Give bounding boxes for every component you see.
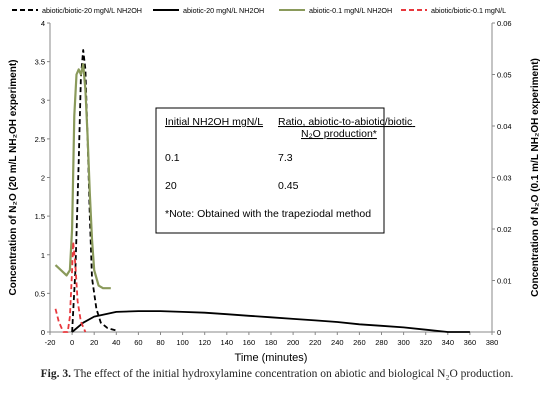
y-left-tick-label: 2 bbox=[41, 174, 45, 183]
series-layer bbox=[54, 49, 470, 333]
series-line bbox=[54, 63, 111, 290]
y-left-tick-label: 2.5 bbox=[35, 135, 45, 144]
x-tick-label: 180 bbox=[265, 338, 278, 347]
x-tick-label: 260 bbox=[353, 338, 366, 347]
table-header-ratio-line2: N₂O production* bbox=[301, 128, 377, 140]
y-right-tick-label: 0.01 bbox=[497, 277, 512, 286]
y-left-tick-label: 4 bbox=[41, 19, 45, 28]
series-line bbox=[71, 310, 470, 333]
axes: -20 0 20 40 60 80 100 120 140 160 180 200 220 240 260 2… bbox=[8, 19, 541, 364]
y-right-tick-label: 0.05 bbox=[497, 71, 512, 80]
figure-caption: Fig. 3. The effect of the initial hydrox… bbox=[0, 368, 554, 380]
y-axis-right-label: Concentration of N₂O (0.1 m/L NH₂OH expe… bbox=[530, 58, 541, 297]
y-axis-left-label: Concentration of N₂O (20 m/L NH₂OH exper… bbox=[8, 60, 19, 296]
x-tick-label: 160 bbox=[243, 338, 256, 347]
legend-label: abiotic-0.1 mgN/L NH2OH bbox=[309, 6, 392, 15]
inset-table: Initial NH2OH mgN/L Ratio, abiotic-to-ab… bbox=[155, 107, 415, 234]
caption-text: The effect of the initial hydroxylamine … bbox=[73, 368, 514, 380]
table-header-initial: Initial NH2OH mgN/L bbox=[165, 116, 263, 128]
x-tick-label: 40 bbox=[112, 338, 120, 347]
caption-label: Fig. 3. bbox=[40, 368, 71, 380]
table-note: *Note: Obtained with the trapeziodal met… bbox=[165, 208, 371, 220]
legend-label: abiotic/biotic-20 mgN/L NH2OH bbox=[42, 6, 142, 15]
x-tick-label: 60 bbox=[134, 338, 142, 347]
inset-table-border bbox=[155, 107, 385, 234]
y-left-tick-label: 0.5 bbox=[35, 289, 45, 298]
table-cell-initial-2: 20 bbox=[165, 180, 177, 192]
x-tick-label: 100 bbox=[176, 338, 189, 347]
y-right-tick-label: 0 bbox=[497, 328, 501, 337]
x-tick-label: 200 bbox=[287, 338, 300, 347]
table-header-ratio: Ratio, abiotic-to-abiotic/biotic N₂O pro… bbox=[278, 116, 415, 140]
x-tick-label: 20 bbox=[90, 338, 98, 347]
y-right-tick-label: 0.06 bbox=[497, 19, 512, 28]
y-left-tick-label: 1 bbox=[41, 251, 45, 260]
series-line bbox=[54, 241, 87, 333]
table-cell-ratio-2: 0.45 bbox=[278, 180, 299, 192]
x-tick-label: 340 bbox=[442, 338, 455, 347]
legend-label: abiotic-20 mgN/L NH2OH bbox=[183, 6, 264, 15]
x-tick-label: 280 bbox=[375, 338, 388, 347]
x-tick-label: 140 bbox=[221, 338, 234, 347]
legend: abiotic/biotic-20 mgN/L NH2OH abiotic-20 … bbox=[12, 6, 506, 15]
y-left-tick-label: 3 bbox=[41, 96, 45, 105]
x-tick-label: 80 bbox=[156, 338, 164, 347]
legend-label: abiotic/biotic-0.1 mgN/L bbox=[431, 6, 506, 15]
x-tick-label: 120 bbox=[198, 338, 211, 347]
y-left-tick-label: 0 bbox=[41, 328, 45, 337]
x-tick-label: 300 bbox=[397, 338, 410, 347]
series-line bbox=[71, 49, 117, 333]
y-right-tick-label: 0.03 bbox=[497, 174, 512, 183]
x-axis-label: Time (minutes) bbox=[235, 352, 308, 364]
x-tick-label: -20 bbox=[45, 338, 56, 347]
x-tick-label: 240 bbox=[331, 338, 344, 347]
table-cell-ratio-1: 7.3 bbox=[278, 152, 293, 164]
x-tick-label: 380 bbox=[486, 338, 499, 347]
table-cell-initial-1: 0.1 bbox=[165, 152, 180, 164]
table-header-ratio-line1: Ratio, abiotic-to-abiotic/biotic bbox=[278, 116, 412, 128]
x-tick-label: 0 bbox=[70, 338, 74, 347]
y-right-tick-label: 0.02 bbox=[497, 225, 512, 234]
y-right-tick-label: 0.04 bbox=[497, 122, 512, 131]
y-left-tick-label: 3.5 bbox=[35, 58, 45, 67]
x-tick-label: 320 bbox=[419, 338, 432, 347]
x-tick-label: 220 bbox=[309, 338, 322, 347]
y-left-tick-label: 1.5 bbox=[35, 212, 45, 221]
x-tick-label: 360 bbox=[464, 338, 477, 347]
